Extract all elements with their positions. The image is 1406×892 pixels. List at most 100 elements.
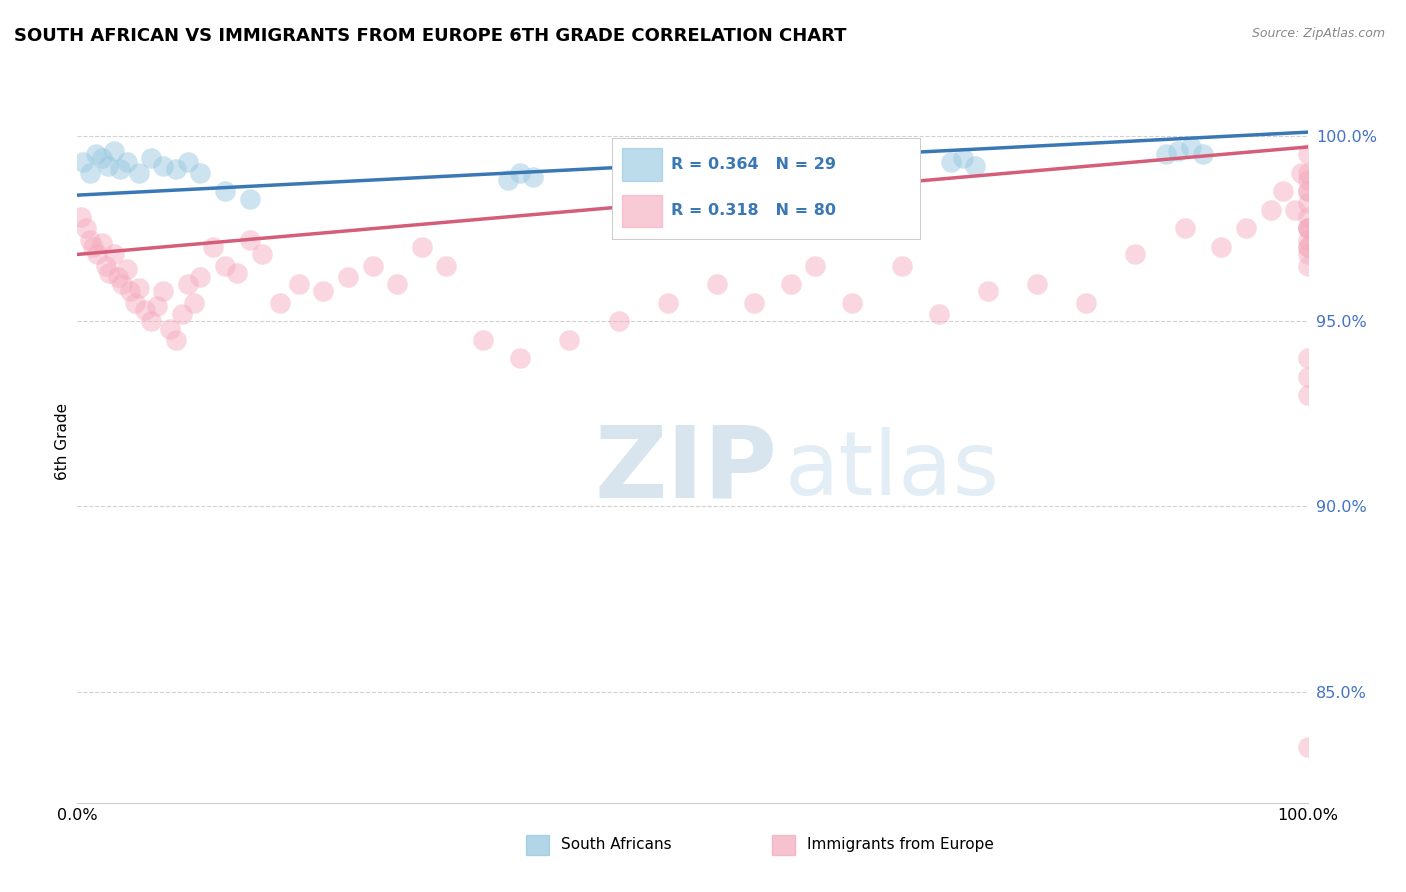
Point bbox=[361, 259, 384, 273]
Point bbox=[170, 307, 193, 321]
Point bbox=[1260, 202, 1282, 217]
Point bbox=[1296, 740, 1319, 755]
Point bbox=[496, 173, 519, 187]
Point bbox=[110, 162, 132, 177]
Point bbox=[1296, 221, 1319, 235]
Point bbox=[128, 166, 150, 180]
Text: atlas: atlas bbox=[785, 427, 1000, 514]
Point bbox=[128, 281, 150, 295]
Point bbox=[607, 314, 630, 328]
Text: South Africans: South Africans bbox=[561, 838, 672, 852]
Point bbox=[250, 247, 273, 261]
Point bbox=[436, 259, 458, 273]
Text: Immigrants from Europe: Immigrants from Europe bbox=[807, 838, 994, 852]
Point bbox=[1296, 247, 1319, 261]
Point bbox=[165, 162, 187, 177]
Point bbox=[780, 277, 803, 291]
Point bbox=[159, 321, 181, 335]
Point bbox=[1174, 221, 1197, 235]
Point bbox=[1167, 144, 1189, 158]
Text: Source: ZipAtlas.com: Source: ZipAtlas.com bbox=[1251, 27, 1385, 40]
Point bbox=[755, 162, 778, 177]
Point bbox=[742, 295, 765, 310]
Point bbox=[183, 295, 205, 310]
Point bbox=[1296, 195, 1319, 210]
Point bbox=[1296, 240, 1319, 254]
Point bbox=[841, 295, 863, 310]
Point bbox=[977, 285, 1000, 299]
Point bbox=[152, 285, 174, 299]
Point bbox=[780, 166, 803, 180]
Point bbox=[1296, 147, 1319, 161]
Point bbox=[1296, 351, 1319, 366]
Point bbox=[1125, 247, 1147, 261]
Point bbox=[804, 259, 827, 273]
Point bbox=[385, 277, 409, 291]
Point bbox=[1272, 185, 1295, 199]
Point bbox=[79, 233, 101, 247]
Point bbox=[928, 307, 950, 321]
Point bbox=[90, 236, 114, 251]
Point bbox=[214, 259, 236, 273]
Point bbox=[226, 266, 249, 280]
Point bbox=[1296, 221, 1319, 235]
Point bbox=[1296, 173, 1319, 187]
Point bbox=[1192, 147, 1215, 161]
Point bbox=[177, 277, 200, 291]
Point bbox=[1076, 295, 1098, 310]
Point bbox=[1296, 369, 1319, 384]
Point bbox=[97, 159, 120, 173]
Point bbox=[657, 295, 679, 310]
Point bbox=[70, 211, 93, 225]
Point bbox=[115, 262, 138, 277]
Point bbox=[939, 154, 962, 169]
Point bbox=[141, 314, 163, 328]
Point bbox=[509, 166, 531, 180]
Point bbox=[90, 151, 114, 165]
Point bbox=[79, 166, 101, 180]
Point bbox=[72, 154, 94, 169]
Point bbox=[239, 233, 262, 247]
Bar bbox=[526, 835, 548, 855]
Point bbox=[146, 299, 169, 313]
Point bbox=[152, 159, 174, 173]
Point bbox=[1026, 277, 1049, 291]
Point bbox=[965, 159, 987, 173]
Point bbox=[1296, 185, 1319, 199]
Point bbox=[1296, 240, 1319, 254]
Point bbox=[124, 295, 146, 310]
Bar bbox=[772, 835, 794, 855]
Point bbox=[1296, 259, 1319, 273]
Point bbox=[1296, 185, 1319, 199]
Point bbox=[82, 240, 104, 254]
Point bbox=[1296, 166, 1319, 180]
Point bbox=[239, 192, 262, 206]
Point bbox=[509, 351, 531, 366]
Point bbox=[1291, 166, 1313, 180]
Point bbox=[1296, 233, 1319, 247]
Point bbox=[312, 285, 335, 299]
Point bbox=[214, 185, 236, 199]
Point bbox=[1296, 221, 1319, 235]
Point bbox=[1296, 211, 1319, 225]
Point bbox=[107, 269, 129, 284]
Point bbox=[269, 295, 291, 310]
Point bbox=[86, 247, 108, 261]
Point bbox=[411, 240, 433, 254]
Point bbox=[188, 166, 212, 180]
Point bbox=[1296, 388, 1319, 402]
Point bbox=[1154, 147, 1177, 161]
Point bbox=[111, 277, 132, 291]
Point bbox=[115, 154, 138, 169]
Point bbox=[134, 303, 156, 318]
Y-axis label: 6th Grade: 6th Grade bbox=[55, 403, 70, 480]
Point bbox=[1234, 221, 1257, 235]
Point bbox=[1211, 240, 1233, 254]
Point bbox=[177, 154, 200, 169]
Text: SOUTH AFRICAN VS IMMIGRANTS FROM EUROPE 6TH GRADE CORRELATION CHART: SOUTH AFRICAN VS IMMIGRANTS FROM EUROPE … bbox=[14, 27, 846, 45]
Point bbox=[120, 285, 142, 299]
Point bbox=[706, 277, 728, 291]
Point bbox=[337, 269, 360, 284]
Point bbox=[103, 247, 125, 261]
Point bbox=[84, 147, 107, 161]
